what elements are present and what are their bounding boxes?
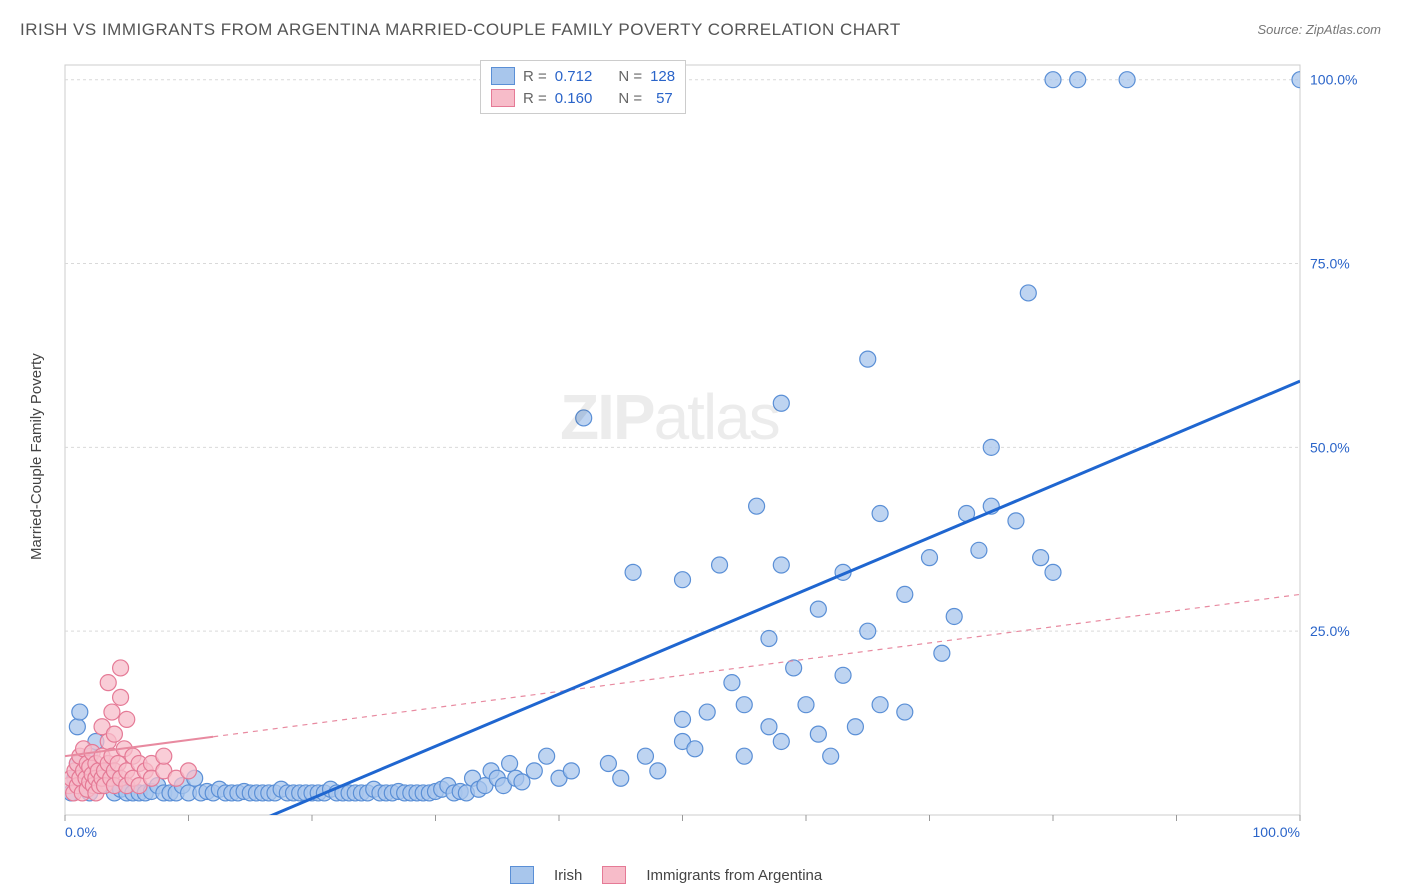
stat-r-irish: 0.712 (555, 68, 593, 85)
source-label: Source: ZipAtlas.com (1257, 22, 1381, 37)
legend-argentina-label: Immigrants from Argentina (646, 867, 822, 884)
stat-r-label: R = (523, 68, 547, 85)
stat-r-label: R = (523, 90, 547, 107)
legend-irish-label: Irish (554, 867, 582, 884)
stat-n-irish: 128 (650, 68, 675, 85)
swatch-irish (510, 866, 534, 884)
stat-n-label: N = (618, 68, 642, 85)
svg-text:75.0%: 75.0% (1310, 256, 1350, 272)
stats-legend-row-argentina: R = 0.160 N = 57 (491, 87, 675, 109)
y-axis-label: Married-Couple Family Poverty (28, 353, 45, 560)
series-legend: Irish Immigrants from Argentina (510, 866, 822, 884)
svg-text:100.0%: 100.0% (1310, 72, 1357, 88)
swatch-argentina (491, 89, 515, 107)
svg-text:50.0%: 50.0% (1310, 439, 1350, 455)
stat-n-argentina: 57 (650, 90, 673, 107)
stat-r-argentina: 0.160 (555, 90, 593, 107)
svg-text:25.0%: 25.0% (1310, 623, 1350, 639)
stats-legend-row-irish: R = 0.712 N = 128 (491, 65, 675, 87)
plot-area: 25.0% 50.0% 75.0% 100.0% 0.0% 100.0% (60, 55, 1380, 845)
swatch-argentina (602, 866, 626, 884)
svg-text:0.0%: 0.0% (65, 824, 97, 840)
swatch-irish (491, 67, 515, 85)
stats-legend: R = 0.712 N = 128 R = 0.160 N = 57 (480, 60, 686, 114)
svg-text:100.0%: 100.0% (1253, 824, 1300, 840)
chart-title: IRISH VS IMMIGRANTS FROM ARGENTINA MARRI… (20, 20, 901, 40)
stat-n-label: N = (618, 90, 642, 107)
scatter-svg: 25.0% 50.0% 75.0% 100.0% 0.0% 100.0% (60, 55, 1380, 845)
chart-container: IRISH VS IMMIGRANTS FROM ARGENTINA MARRI… (0, 0, 1406, 892)
